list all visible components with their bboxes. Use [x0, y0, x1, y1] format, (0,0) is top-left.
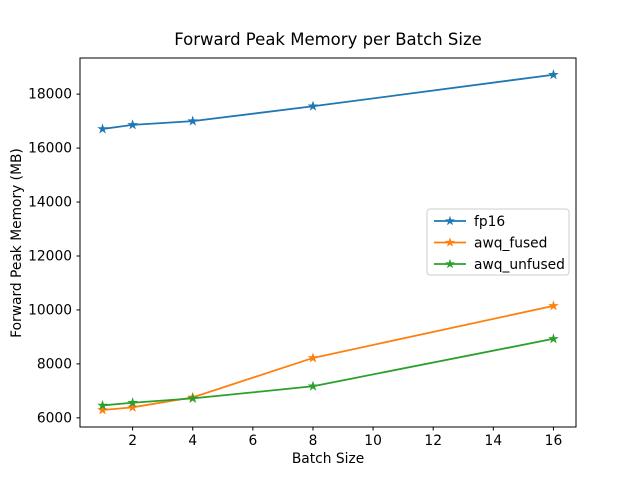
data-point-awq_fused — [307, 352, 319, 363]
x-tick-label: 10 — [364, 433, 382, 449]
axes-spines — [79, 57, 577, 428]
legend-label-fp16: fp16 — [474, 214, 505, 230]
x-tick-label: 4 — [188, 433, 197, 449]
legend-label-awq_fused: awq_fused — [474, 235, 547, 251]
legend-marker-star — [445, 258, 455, 269]
data-point-awq_unfused — [307, 380, 319, 391]
y-tick-label: 16000 — [28, 141, 72, 157]
data-point-fp16 — [127, 119, 138, 130]
x-axis-label: Batch Size — [292, 451, 364, 467]
data-point-awq_unfused — [548, 333, 559, 344]
legend-marker-star — [445, 237, 455, 247]
x-tick-label: 14 — [485, 433, 503, 449]
data-point-awq_fused — [97, 404, 108, 415]
y-tick-label: 8000 — [37, 356, 72, 372]
x-tick-label: 16 — [545, 433, 563, 449]
data-point-awq_fused — [127, 401, 138, 412]
y-tick-label: 12000 — [28, 248, 72, 264]
data-point-fp16 — [97, 123, 108, 134]
data-point-fp16 — [307, 100, 319, 111]
y-tick-label: 10000 — [28, 302, 72, 318]
data-point-awq_unfused — [187, 392, 199, 403]
y-axis-label: Forward Peak Memory (MB) — [9, 148, 25, 338]
x-tick-label: 8 — [309, 433, 318, 449]
ticks-layer: 2 4 6 8 10 12 14 16 6000 8000 10000 12000 14000 16000… — [28, 87, 562, 449]
series-layer — [97, 69, 559, 415]
x-tick-label: 12 — [424, 433, 442, 449]
x-tick-label: 6 — [248, 433, 257, 449]
y-tick-label: 18000 — [28, 87, 72, 103]
data-point-awq_unfused — [127, 397, 138, 408]
legend-marker-star — [445, 215, 455, 226]
legend-label-awq_unfused: awq_unfused — [474, 257, 565, 273]
y-tick-label: 6000 — [37, 410, 72, 426]
chart-title: Forward Peak Memory per Batch Size — [174, 30, 482, 49]
legend: fp16 awq_fused awq_unfused — [426, 208, 570, 276]
data-point-fp16 — [548, 69, 559, 80]
data-point-awq_fused — [548, 300, 559, 311]
data-point-fp16 — [187, 115, 199, 126]
data-point-awq_unfused — [97, 399, 108, 410]
legend-box — [426, 208, 570, 276]
x-tick-label: 2 — [128, 433, 137, 449]
y-tick-label: 14000 — [28, 195, 72, 211]
